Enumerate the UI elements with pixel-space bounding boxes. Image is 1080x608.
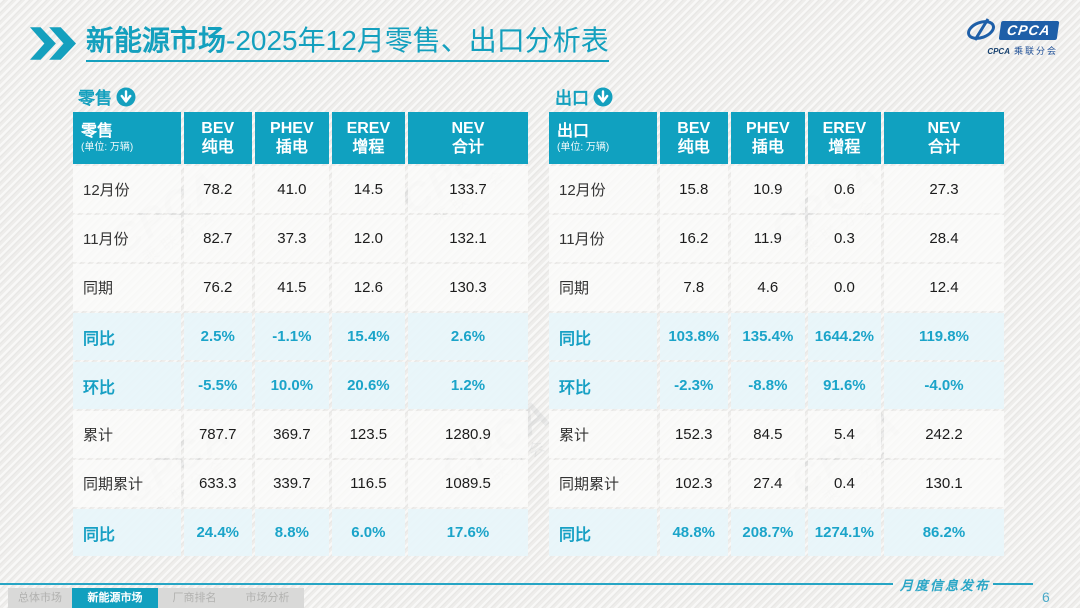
tab-overall-market[interactable]: 总体市场 [8,588,72,608]
col-header-erev: EREV 增程 [331,112,405,164]
table-row: 同期累计 102.3 27.4 0.4 130.1 [549,460,1004,507]
table-row: 12月份 15.8 10.9 0.6 27.3 [549,166,1004,213]
footer-divider [0,583,893,585]
arrow-down-circle-icon [593,87,613,106]
tab-nev-market[interactable]: 新能源市场 [72,588,158,608]
retail-header-label: 零售 (单位: 万辆) [73,112,181,164]
table-row: 同期 7.8 4.6 0.0 12.4 [549,264,1004,311]
footer-nav-tabs: 总体市场 新能源市场 厂商排名 市场分析 [8,588,304,608]
page-title: 新能源市场-2025年12月零售、出口分析表 [86,25,609,62]
cpca-logo-text: CPCA [998,20,1060,40]
table-row: 同期累计 633.3 339.7 116.5 1089.5 [73,460,528,507]
table-row-yoy-cum: 同比 48.8% 208.7% 1274.1% 86.2% [549,509,1004,556]
table-row: 11月份 82.7 37.3 12.0 132.1 [73,215,528,262]
table-row-yoy-cum: 同比 24.4% 8.8% 6.0% 17.6% [73,509,528,556]
col-header-erev: EREV 增程 [807,112,881,164]
cpca-logo-subtitle: CPCA 乘联分会 [987,46,1058,56]
table-row: 11月份 16.2 11.9 0.3 28.4 [549,215,1004,262]
cpca-logo: CPCA CPCA 乘联分会 [962,18,1060,57]
tab-manufacturer-ranking[interactable]: 厂商排名 [158,588,231,608]
double-chevron-icon [30,27,76,61]
table-row-mom: 环比 -5.5% 10.0% 20.6% 1.2% [73,362,528,409]
retail-section-label: 零售 [78,84,136,109]
table-row-mom: 环比 -2.3% -8.8% 91.6% -4.0% [549,362,1004,409]
col-header-phev: PHEV 插电 [730,112,805,164]
table-header-row: 零售 (单位: 万辆) BEV 纯电 PHEV 插电 EREV 增程 NEV 合计 [73,112,528,164]
table-row-yoy: 同比 103.8% 135.4% 1644.2% 119.8% [549,313,1004,360]
col-header-bev: BEV 纯电 [183,112,252,164]
export-table: 出口 (单位: 万辆) BEV 纯电 PHEV 插电 EREV 增程 NEV 合计 12月… [546,110,1007,558]
page-title-rest: -2025年12月零售、出口分析表 [226,25,609,56]
arrow-down-circle-icon [116,87,136,106]
tab-market-analysis[interactable]: 市场分析 [231,588,304,608]
table-row: 累计 152.3 84.5 5.4 242.2 [549,411,1004,458]
cpca-swoosh-icon [967,18,996,41]
table-row: 累计 787.7 369.7 123.5 1280.9 [73,411,528,458]
footer-divider [993,583,1033,585]
table-row: 同期 76.2 41.5 12.6 130.3 [73,264,528,311]
table-row-yoy: 同比 2.5% -1.1% 15.4% 2.6% [73,313,528,360]
export-header-label: 出口 (单位: 万辆) [549,112,657,164]
table-header-row: 出口 (单位: 万辆) BEV 纯电 PHEV 插电 EREV 增程 NEV 合计 [549,112,1004,164]
col-header-nev: NEV 合计 [407,112,528,164]
export-section-label: 出口 [555,84,613,109]
retail-table: 零售 (单位: 万辆) BEV 纯电 PHEV 插电 EREV 增程 NEV 合计 12月… [70,110,531,558]
col-header-nev: NEV 合计 [883,112,1004,164]
col-header-phev: PHEV 插电 [254,112,329,164]
page-number: 6 [1042,589,1050,605]
col-header-bev: BEV 纯电 [659,112,728,164]
title-row: 新能源市场-2025年12月零售、出口分析表 [30,25,609,62]
publish-label: 月度信息发布 [900,579,991,594]
page-title-highlight: 新能源市场 [86,25,227,56]
table-row: 12月份 78.2 41.0 14.5 133.7 [73,166,528,213]
